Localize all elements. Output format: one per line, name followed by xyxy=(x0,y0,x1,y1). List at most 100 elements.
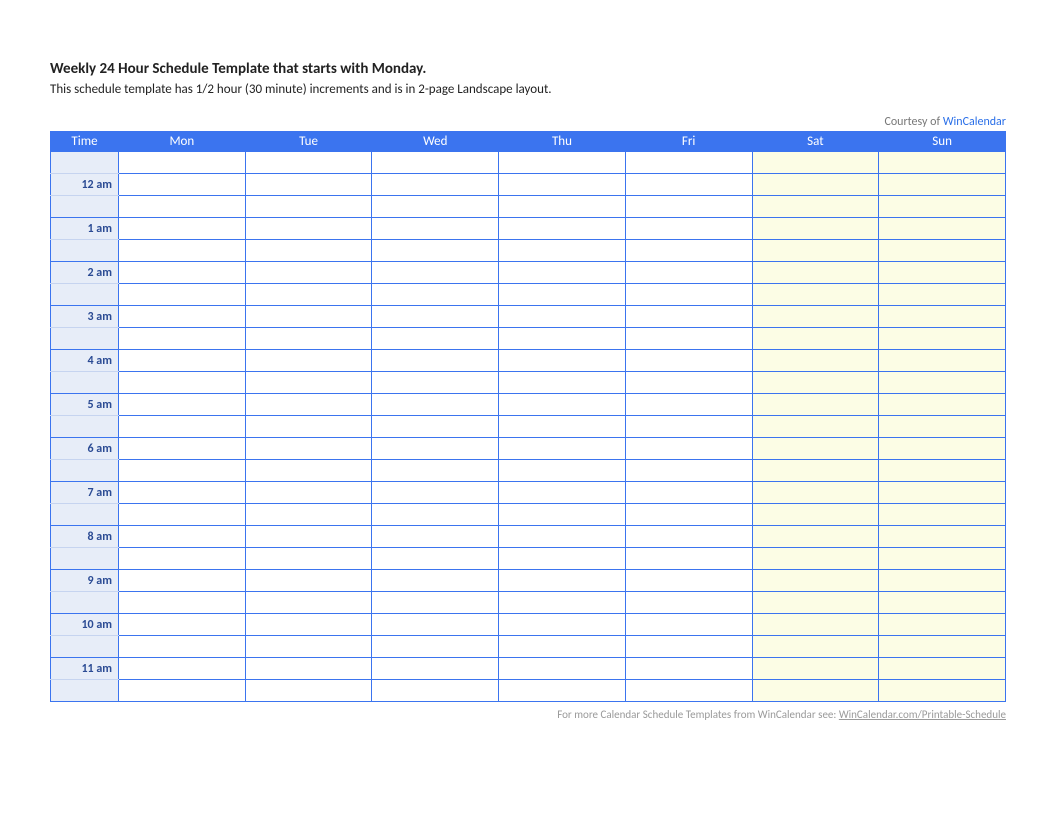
schedule-cell[interactable] xyxy=(245,284,372,306)
schedule-cell[interactable] xyxy=(879,174,1006,196)
schedule-cell[interactable] xyxy=(499,592,626,614)
schedule-cell[interactable] xyxy=(625,680,752,702)
schedule-cell[interactable] xyxy=(499,240,626,262)
schedule-cell[interactable] xyxy=(499,570,626,592)
schedule-cell[interactable] xyxy=(752,614,879,636)
schedule-cell[interactable] xyxy=(119,372,246,394)
schedule-cell[interactable] xyxy=(752,152,879,174)
schedule-cell[interactable] xyxy=(879,482,1006,504)
schedule-cell[interactable] xyxy=(752,658,879,680)
schedule-cell[interactable] xyxy=(625,394,752,416)
schedule-cell[interactable] xyxy=(499,526,626,548)
schedule-cell[interactable] xyxy=(625,416,752,438)
schedule-cell[interactable] xyxy=(372,658,499,680)
schedule-cell[interactable] xyxy=(119,658,246,680)
schedule-cell[interactable] xyxy=(879,240,1006,262)
schedule-cell[interactable] xyxy=(752,592,879,614)
schedule-cell[interactable] xyxy=(625,218,752,240)
schedule-cell[interactable] xyxy=(625,328,752,350)
schedule-cell[interactable] xyxy=(752,416,879,438)
schedule-cell[interactable] xyxy=(245,592,372,614)
schedule-cell[interactable] xyxy=(119,680,246,702)
schedule-cell[interactable] xyxy=(245,174,372,196)
schedule-cell[interactable] xyxy=(245,328,372,350)
schedule-cell[interactable] xyxy=(119,350,246,372)
schedule-cell[interactable] xyxy=(372,482,499,504)
schedule-cell[interactable] xyxy=(752,526,879,548)
schedule-cell[interactable] xyxy=(625,438,752,460)
schedule-cell[interactable] xyxy=(625,548,752,570)
schedule-cell[interactable] xyxy=(499,372,626,394)
schedule-cell[interactable] xyxy=(245,394,372,416)
schedule-cell[interactable] xyxy=(245,350,372,372)
schedule-cell[interactable] xyxy=(625,306,752,328)
schedule-cell[interactable] xyxy=(245,196,372,218)
schedule-cell[interactable] xyxy=(372,460,499,482)
schedule-cell[interactable] xyxy=(879,592,1006,614)
schedule-cell[interactable] xyxy=(625,658,752,680)
schedule-cell[interactable] xyxy=(119,174,246,196)
schedule-cell[interactable] xyxy=(119,438,246,460)
schedule-cell[interactable] xyxy=(625,614,752,636)
schedule-cell[interactable] xyxy=(245,548,372,570)
schedule-cell[interactable] xyxy=(119,284,246,306)
schedule-cell[interactable] xyxy=(372,152,499,174)
schedule-cell[interactable] xyxy=(499,658,626,680)
schedule-cell[interactable] xyxy=(372,504,499,526)
schedule-cell[interactable] xyxy=(752,218,879,240)
schedule-cell[interactable] xyxy=(499,482,626,504)
schedule-cell[interactable] xyxy=(752,482,879,504)
schedule-cell[interactable] xyxy=(119,570,246,592)
schedule-cell[interactable] xyxy=(625,350,752,372)
schedule-cell[interactable] xyxy=(372,438,499,460)
schedule-cell[interactable] xyxy=(499,548,626,570)
schedule-cell[interactable] xyxy=(245,614,372,636)
schedule-cell[interactable] xyxy=(372,284,499,306)
schedule-cell[interactable] xyxy=(499,174,626,196)
schedule-cell[interactable] xyxy=(752,460,879,482)
schedule-cell[interactable] xyxy=(245,416,372,438)
schedule-cell[interactable] xyxy=(245,460,372,482)
schedule-cell[interactable] xyxy=(752,306,879,328)
schedule-cell[interactable] xyxy=(625,482,752,504)
schedule-cell[interactable] xyxy=(499,152,626,174)
schedule-cell[interactable] xyxy=(119,504,246,526)
schedule-cell[interactable] xyxy=(499,438,626,460)
schedule-cell[interactable] xyxy=(119,636,246,658)
schedule-cell[interactable] xyxy=(119,614,246,636)
schedule-cell[interactable] xyxy=(879,680,1006,702)
schedule-cell[interactable] xyxy=(372,680,499,702)
schedule-cell[interactable] xyxy=(372,306,499,328)
schedule-cell[interactable] xyxy=(372,196,499,218)
schedule-cell[interactable] xyxy=(752,548,879,570)
schedule-cell[interactable] xyxy=(752,240,879,262)
schedule-cell[interactable] xyxy=(499,504,626,526)
schedule-cell[interactable] xyxy=(752,372,879,394)
schedule-cell[interactable] xyxy=(879,372,1006,394)
schedule-cell[interactable] xyxy=(119,306,246,328)
schedule-cell[interactable] xyxy=(499,262,626,284)
schedule-cell[interactable] xyxy=(372,262,499,284)
schedule-cell[interactable] xyxy=(879,548,1006,570)
schedule-cell[interactable] xyxy=(879,658,1006,680)
schedule-cell[interactable] xyxy=(245,482,372,504)
schedule-cell[interactable] xyxy=(119,526,246,548)
schedule-cell[interactable] xyxy=(879,526,1006,548)
schedule-cell[interactable] xyxy=(879,416,1006,438)
schedule-cell[interactable] xyxy=(625,284,752,306)
schedule-cell[interactable] xyxy=(752,174,879,196)
schedule-cell[interactable] xyxy=(752,438,879,460)
schedule-cell[interactable] xyxy=(119,592,246,614)
courtesy-link[interactable]: WinCalendar xyxy=(943,115,1006,129)
schedule-cell[interactable] xyxy=(879,218,1006,240)
schedule-cell[interactable] xyxy=(879,394,1006,416)
schedule-cell[interactable] xyxy=(119,460,246,482)
schedule-cell[interactable] xyxy=(625,152,752,174)
schedule-cell[interactable] xyxy=(752,636,879,658)
schedule-cell[interactable] xyxy=(245,570,372,592)
schedule-cell[interactable] xyxy=(879,614,1006,636)
schedule-cell[interactable] xyxy=(625,460,752,482)
schedule-cell[interactable] xyxy=(372,636,499,658)
schedule-cell[interactable] xyxy=(245,526,372,548)
schedule-cell[interactable] xyxy=(879,460,1006,482)
